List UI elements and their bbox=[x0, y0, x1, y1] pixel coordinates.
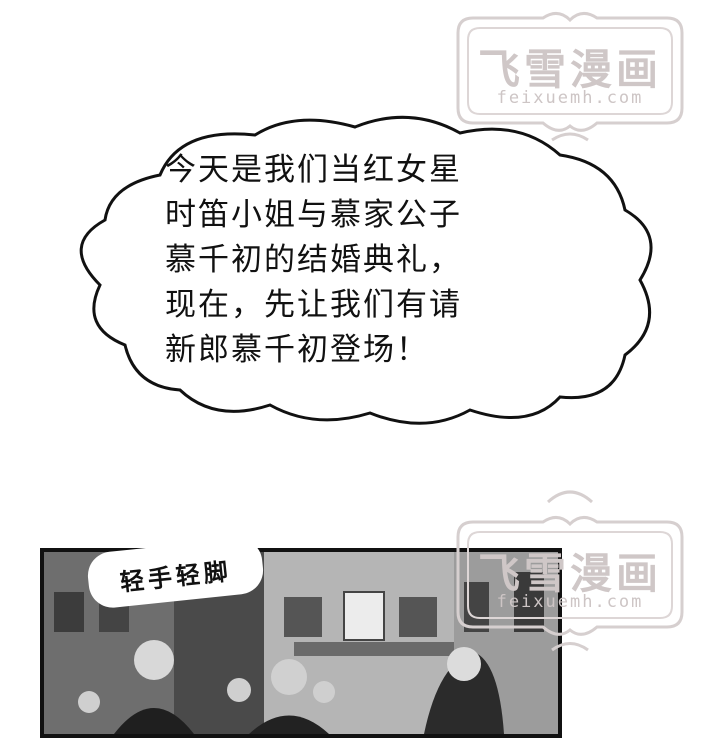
speech-line-5: 新郎慕千初登场！ bbox=[165, 332, 429, 368]
watermark-title: 飞雪漫画 bbox=[477, 549, 662, 598]
watermark-frame bbox=[456, 12, 684, 142]
watermark-url: feixuemh.com bbox=[496, 592, 644, 612]
watermark-title: 飞雪漫画 bbox=[477, 45, 662, 94]
sound-effect-text: 轻手轻脚 bbox=[118, 557, 234, 597]
watermark-top: 飞雪漫画 feixuemh.com bbox=[448, 8, 692, 148]
speech-bubble-outline bbox=[79, 115, 653, 425]
watermark-url: feixuemh.com bbox=[496, 88, 644, 108]
speech-line-4: 现在，先让我们有请 bbox=[165, 287, 462, 323]
speech-line-1: 今天是我们当红女星 bbox=[165, 152, 462, 188]
speech-text: 今天是我们当红女星 时笛小姐与慕家公子 慕千初的结婚典礼， 现在，先让我们有请 … bbox=[165, 148, 565, 373]
speech-line-3: 慕千初的结婚典礼， bbox=[165, 242, 462, 278]
watermark-bottom: 飞雪漫画 feixuemh.com bbox=[448, 482, 692, 662]
comic-panel bbox=[40, 548, 562, 738]
speech-line-2: 时笛小姐与慕家公子 bbox=[165, 197, 462, 233]
watermark-frame bbox=[456, 490, 684, 652]
